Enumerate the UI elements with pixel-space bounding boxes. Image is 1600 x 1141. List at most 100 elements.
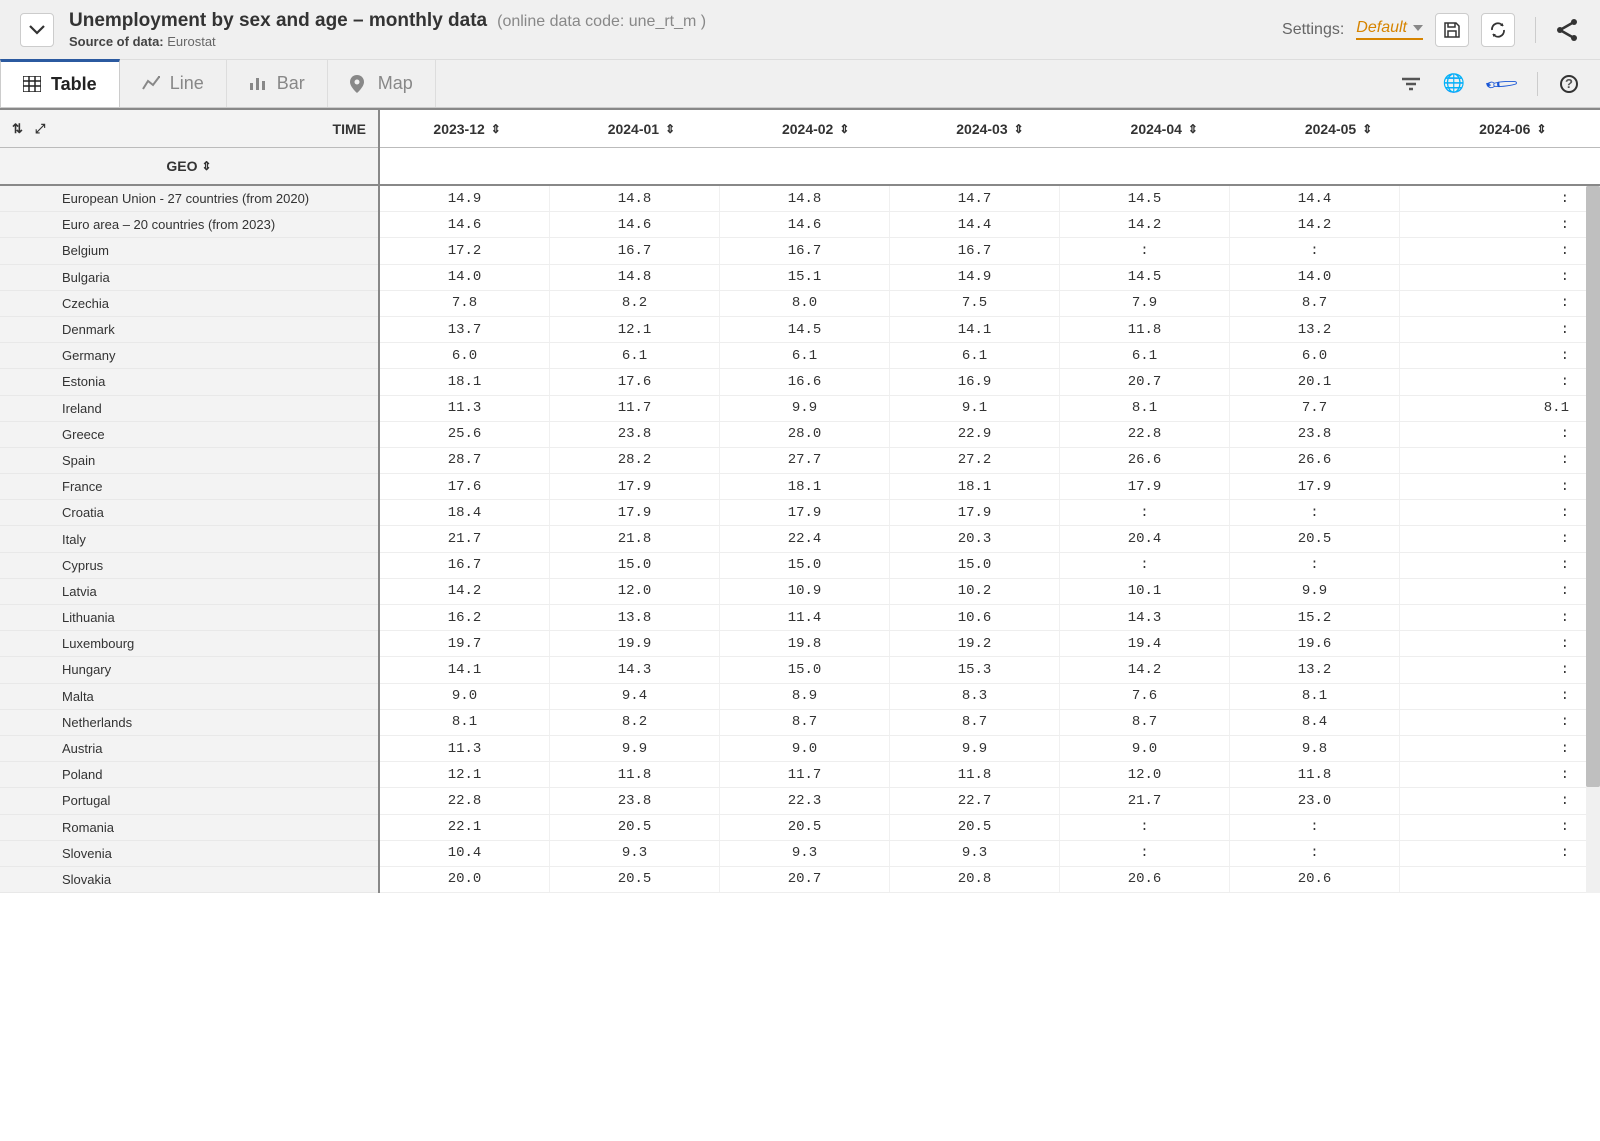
data-cell[interactable]: 14.6: [550, 212, 720, 237]
expand-button[interactable]: [20, 13, 54, 47]
data-cell[interactable]: :: [1400, 212, 1600, 237]
data-cell[interactable]: 7.7: [1230, 396, 1400, 421]
data-cell[interactable]: 20.0: [380, 867, 550, 892]
data-cell[interactable]: 21.7: [380, 526, 550, 551]
data-cell[interactable]: 11.3: [380, 396, 550, 421]
geo-row[interactable]: Slovenia: [0, 841, 378, 867]
data-cell[interactable]: 14.1: [380, 657, 550, 682]
data-cell[interactable]: 14.8: [720, 186, 890, 211]
data-cell[interactable]: 15.3: [890, 657, 1060, 682]
geo-header[interactable]: GEO ⇕: [0, 148, 378, 186]
data-cell[interactable]: 19.4: [1060, 631, 1230, 656]
data-cell[interactable]: 22.8: [1060, 422, 1230, 447]
data-cell[interactable]: 23.0: [1230, 788, 1400, 813]
data-cell[interactable]: :: [1060, 553, 1230, 578]
data-cell[interactable]: 17.9: [550, 474, 720, 499]
data-cell[interactable]: 8.7: [1060, 710, 1230, 735]
data-cell[interactable]: 20.5: [890, 815, 1060, 840]
data-cell[interactable]: :: [1400, 474, 1600, 499]
data-cell[interactable]: :: [1060, 500, 1230, 525]
data-cell[interactable]: 6.0: [380, 343, 550, 368]
data-cell[interactable]: 17.6: [380, 474, 550, 499]
data-cell[interactable]: :: [1060, 238, 1230, 263]
data-cell[interactable]: [1400, 867, 1600, 892]
refresh-button[interactable]: [1481, 13, 1515, 47]
data-cell[interactable]: 8.1: [380, 710, 550, 735]
data-cell[interactable]: 16.6: [720, 369, 890, 394]
data-cell[interactable]: 7.6: [1060, 684, 1230, 709]
save-button[interactable]: [1435, 13, 1469, 47]
data-cell[interactable]: 16.9: [890, 369, 1060, 394]
data-cell[interactable]: 6.1: [550, 343, 720, 368]
data-cell[interactable]: 13.2: [1230, 657, 1400, 682]
column-header[interactable]: 2024-05 ⇕: [1251, 110, 1425, 147]
data-cell[interactable]: 14.6: [720, 212, 890, 237]
data-cell[interactable]: 14.0: [1230, 265, 1400, 290]
geo-row[interactable]: Denmark: [0, 317, 378, 343]
data-cell[interactable]: 20.5: [550, 867, 720, 892]
data-cell[interactable]: 9.9: [890, 736, 1060, 761]
data-cell[interactable]: 14.1: [890, 317, 1060, 342]
data-cell[interactable]: 10.4: [380, 841, 550, 866]
data-cell[interactable]: 12.1: [380, 762, 550, 787]
geo-row[interactable]: Ireland: [0, 396, 378, 422]
data-cell[interactable]: 8.1: [1230, 684, 1400, 709]
data-cell[interactable]: :: [1230, 841, 1400, 866]
data-cell[interactable]: 17.9: [720, 500, 890, 525]
column-header[interactable]: 2024-02 ⇕: [729, 110, 903, 147]
column-header[interactable]: 2024-06 ⇕: [1426, 110, 1600, 147]
data-cell[interactable]: 13.2: [1230, 317, 1400, 342]
data-cell[interactable]: 20.6: [1230, 867, 1400, 892]
data-cell[interactable]: 15.0: [550, 553, 720, 578]
globe-icon[interactable]: 🌐: [1443, 73, 1465, 94]
data-cell[interactable]: 19.8: [720, 631, 890, 656]
data-cell[interactable]: :: [1400, 605, 1600, 630]
vertical-scrollbar[interactable]: [1586, 186, 1600, 893]
data-cell[interactable]: 8.7: [890, 710, 1060, 735]
data-cell[interactable]: 27.7: [720, 448, 890, 473]
data-cell[interactable]: 11.8: [1060, 317, 1230, 342]
geo-row[interactable]: Cyprus: [0, 553, 378, 579]
data-cell[interactable]: 8.1: [1400, 396, 1600, 421]
data-cell[interactable]: 22.9: [890, 422, 1060, 447]
data-cell[interactable]: 14.8: [550, 186, 720, 211]
tab-bar[interactable]: Bar: [227, 60, 328, 107]
data-cell[interactable]: 11.8: [890, 762, 1060, 787]
data-cell[interactable]: 20.4: [1060, 526, 1230, 551]
data-cell[interactable]: 22.8: [380, 788, 550, 813]
data-cell[interactable]: 16.7: [380, 553, 550, 578]
data-cell[interactable]: 14.2: [1060, 657, 1230, 682]
data-cell[interactable]: 17.9: [1060, 474, 1230, 499]
data-cell[interactable]: 16.7: [720, 238, 890, 263]
tab-table[interactable]: Table: [0, 59, 120, 107]
data-cell[interactable]: 13.7: [380, 317, 550, 342]
data-cell[interactable]: 7.5: [890, 291, 1060, 316]
data-cell[interactable]: 6.1: [890, 343, 1060, 368]
data-cell[interactable]: 19.6: [1230, 631, 1400, 656]
data-cell[interactable]: :: [1060, 841, 1230, 866]
data-cell[interactable]: 20.8: [890, 867, 1060, 892]
data-cell[interactable]: 14.5: [1060, 186, 1230, 211]
data-cell[interactable]: 6.0: [1230, 343, 1400, 368]
data-cell[interactable]: :: [1400, 736, 1600, 761]
data-cell[interactable]: 28.7: [380, 448, 550, 473]
data-cell[interactable]: :: [1400, 762, 1600, 787]
data-cell[interactable]: 9.9: [550, 736, 720, 761]
data-cell[interactable]: 9.9: [1230, 579, 1400, 604]
tab-map[interactable]: Map: [328, 60, 436, 107]
data-cell[interactable]: 26.6: [1230, 448, 1400, 473]
data-cell[interactable]: 22.3: [720, 788, 890, 813]
data-cell[interactable]: :: [1400, 657, 1600, 682]
geo-row[interactable]: France: [0, 474, 378, 500]
data-cell[interactable]: 8.4: [1230, 710, 1400, 735]
data-cell[interactable]: 18.1: [890, 474, 1060, 499]
data-cell[interactable]: :: [1400, 317, 1600, 342]
geo-row[interactable]: Croatia: [0, 500, 378, 526]
data-cell[interactable]: 23.8: [550, 422, 720, 447]
column-header[interactable]: 2024-03 ⇕: [903, 110, 1077, 147]
geo-row[interactable]: Italy: [0, 526, 378, 552]
data-cell[interactable]: :: [1400, 500, 1600, 525]
data-cell[interactable]: 18.4: [380, 500, 550, 525]
data-cell[interactable]: :: [1400, 291, 1600, 316]
data-cell[interactable]: 14.2: [1060, 212, 1230, 237]
